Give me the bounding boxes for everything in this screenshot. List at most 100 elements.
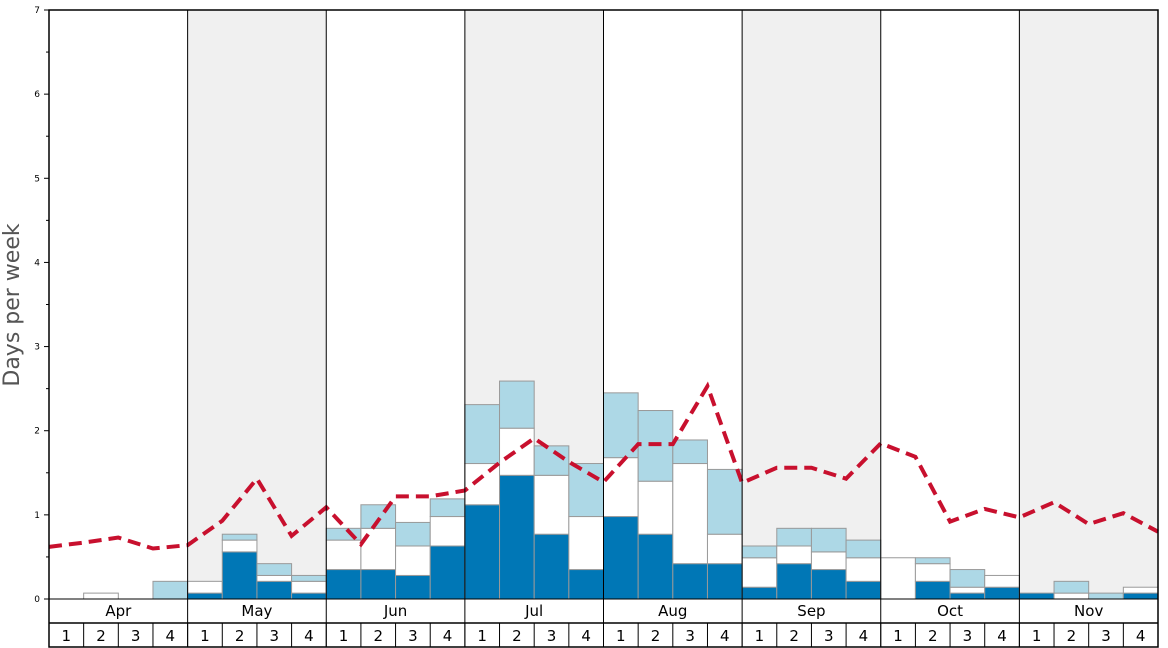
week-label: 2	[235, 627, 245, 645]
month-band-may	[187, 10, 327, 599]
month-label: Apr	[105, 602, 132, 620]
bar-segment	[256, 574, 293, 582]
bar-segment	[949, 569, 986, 588]
bar-segment	[1018, 592, 1055, 600]
month-label: Jul	[524, 602, 543, 620]
week-label: 4	[304, 627, 314, 645]
week-label: 3	[408, 627, 418, 645]
bar-segment	[672, 563, 708, 600]
week-label: 4	[443, 627, 453, 645]
bar-segment	[706, 468, 743, 535]
bar-segment	[914, 580, 951, 600]
bar-segment	[360, 504, 397, 529]
bar-segment	[221, 533, 258, 541]
bar-segment	[499, 474, 535, 600]
bar-segment	[291, 580, 327, 594]
bar-segment	[464, 463, 501, 506]
bar-segment	[533, 445, 570, 476]
bar-segment	[914, 563, 951, 582]
bar-segment	[776, 563, 812, 600]
week-label: 3	[824, 627, 834, 645]
week-label: 2	[1067, 627, 1077, 645]
y-axis: 0 1 2 3 4 5 6 7	[34, 6, 49, 605]
week-label: 1	[200, 627, 210, 645]
bar-segment	[1122, 586, 1159, 594]
week-label: 2	[512, 627, 522, 645]
bar-segment	[706, 563, 743, 600]
bar-segment	[949, 586, 986, 594]
bar-segment	[1088, 592, 1124, 600]
bar-segment	[256, 580, 293, 600]
week-label: 4	[581, 627, 591, 645]
bar-segment	[395, 574, 431, 600]
y-tick-label: 2	[34, 427, 40, 437]
week-label: 3	[963, 627, 973, 645]
month-shading-bands	[187, 10, 1158, 599]
month-label: Sep	[797, 602, 825, 620]
week-label: 1	[62, 627, 72, 645]
average-dashed-line	[48, 381, 1159, 551]
bar-segment	[706, 533, 743, 565]
week-label: 4	[720, 627, 730, 645]
y-tick-label: 0	[34, 595, 40, 605]
bar-segment	[776, 527, 812, 547]
week-label: 4	[1136, 627, 1146, 645]
bar-segment	[187, 580, 223, 594]
y-tick-label: 6	[34, 90, 40, 100]
week-label: 2	[789, 627, 799, 645]
month-label: Jun	[383, 602, 407, 620]
bar-segment	[256, 563, 293, 576]
bar-segment	[395, 521, 431, 547]
y-tick-label: 5	[34, 174, 40, 184]
bar-segment	[325, 569, 362, 600]
bar-segment	[776, 545, 812, 565]
month-label: May	[241, 602, 272, 620]
bar-segment	[845, 557, 882, 582]
bar-segment	[1053, 592, 1090, 600]
bar-segment	[672, 463, 708, 565]
week-label: 3	[685, 627, 695, 645]
week-label: 4	[859, 627, 869, 645]
bar-segment	[741, 545, 778, 559]
month-band-nov	[1019, 10, 1158, 599]
y-tick-label: 7	[34, 6, 40, 16]
week-label: 1	[616, 627, 626, 645]
bar-segment	[672, 439, 708, 465]
bar-segment	[221, 539, 258, 553]
bar-segment	[83, 592, 119, 600]
week-label: 1	[1032, 627, 1042, 645]
bar-segment	[984, 574, 1020, 588]
bar-segment	[291, 592, 327, 600]
week-label: 4	[997, 627, 1007, 645]
week-label: 3	[269, 627, 279, 645]
bar-segment	[429, 498, 466, 518]
bar-segment	[741, 586, 778, 600]
bar-segment	[325, 539, 362, 571]
bar-segment	[187, 592, 223, 600]
month-label: Oct	[937, 602, 963, 620]
bar-segment	[395, 545, 431, 576]
month-label: Nov	[1074, 602, 1103, 620]
week-label: 2	[373, 627, 383, 645]
week-label: 4	[166, 627, 176, 645]
bar-segment	[429, 545, 466, 600]
y-tick-label: 3	[34, 343, 40, 353]
y-axis-label: Days per week	[0, 223, 25, 386]
bar-segment	[152, 580, 189, 600]
bar-segment	[984, 586, 1020, 600]
bar-segment	[533, 474, 570, 535]
week-label: 1	[893, 627, 903, 645]
bar-segment	[949, 592, 986, 600]
y-tick-label: 1	[34, 511, 40, 521]
bar-segment	[568, 516, 604, 571]
bar-segment	[464, 404, 501, 465]
bar-segment	[810, 551, 847, 571]
bar-segment	[221, 551, 258, 600]
y-tick-label: 4	[34, 258, 40, 268]
bar-segment	[568, 569, 604, 600]
bar-segment	[845, 539, 882, 559]
week-label: 1	[755, 627, 765, 645]
week-label: 1	[339, 627, 349, 645]
month-band-sep	[742, 10, 881, 599]
